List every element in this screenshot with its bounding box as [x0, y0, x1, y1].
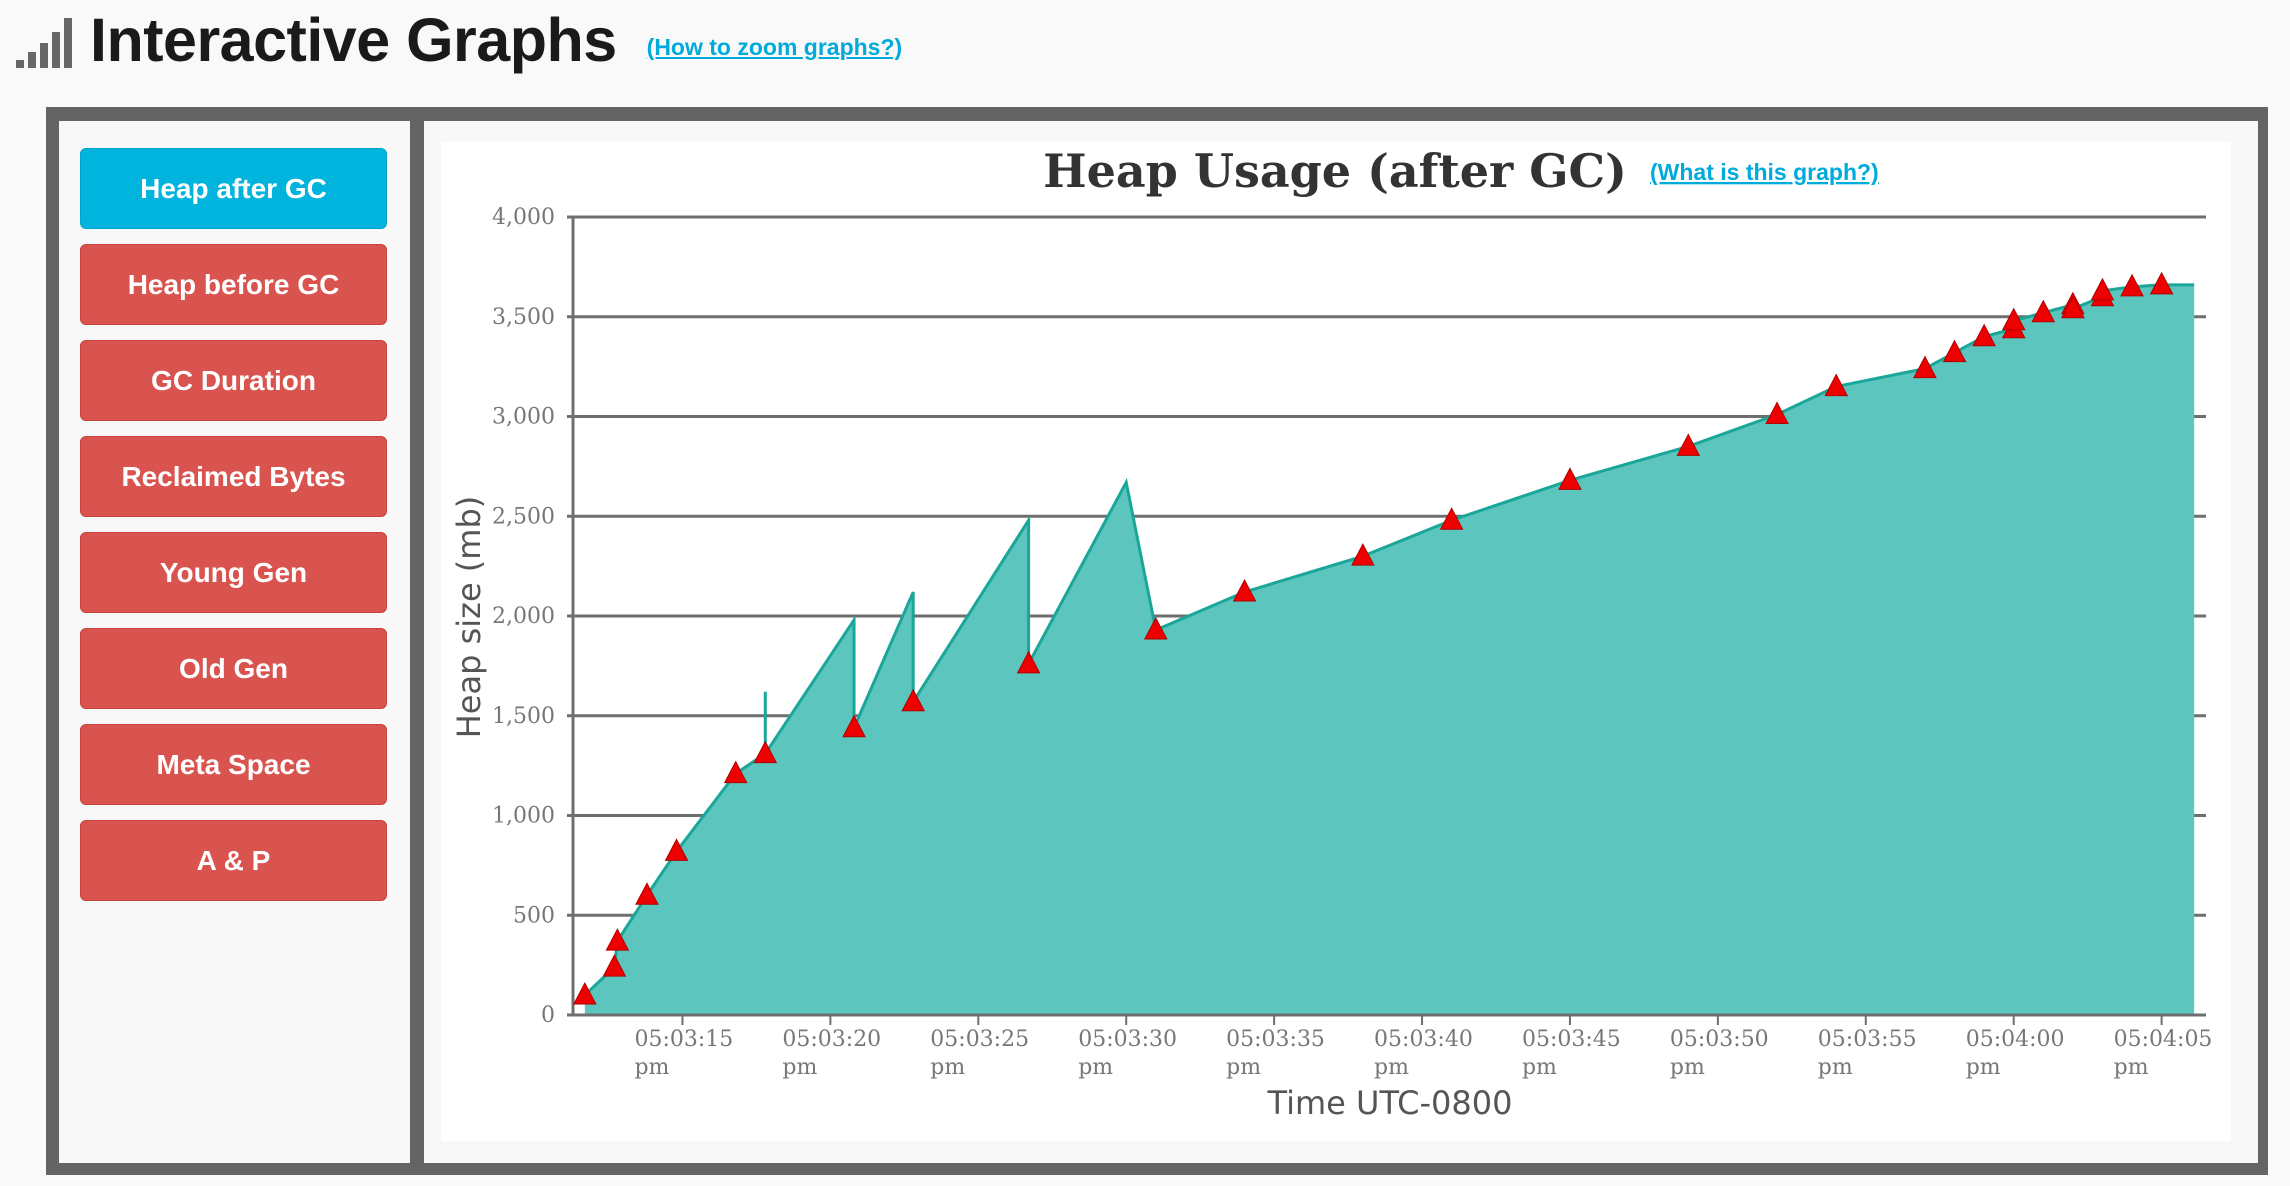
x-tick-label: 05:03:15 [634, 1027, 733, 1052]
x-tick-label: 05:03:50 [1670, 1027, 1769, 1052]
y-tick-label: 4,000 [492, 205, 555, 230]
x-tick-label: 05:03:30 [1078, 1027, 1177, 1052]
gc-marker [1143, 616, 1168, 640]
x-tick-label: 05:03:35 [1226, 1027, 1325, 1052]
heap-before-gc-button[interactable]: Heap before GC [80, 244, 387, 325]
y-tick-label: 1,500 [492, 704, 555, 729]
gc-marker [1232, 578, 1257, 602]
y-axis-ticks: 0 500 1,000 1,500 2,000 2,500 3,000 3,500 4,000 [492, 205, 555, 1028]
y-tick-label: 1,000 [492, 804, 555, 829]
gc-marker [1016, 650, 1041, 674]
y-tick-label: 500 [513, 903, 555, 928]
gc-marker [1676, 433, 1701, 456]
gc-marker [1942, 339, 1967, 363]
y-axis-label: Heap size (mb) [450, 496, 488, 739]
y-tick-label: 3,500 [492, 305, 555, 330]
x-tick-sublabel: pm [2114, 1055, 2149, 1080]
reclaimed-bytes-button[interactable]: Reclaimed Bytes [80, 436, 387, 517]
gc-marker [605, 928, 630, 951]
gc-marker [842, 714, 866, 738]
page-header: Interactive Graphs (How to zoom graphs?) [14, 0, 902, 80]
gc-event-markers [573, 271, 2174, 1005]
gc-marker [635, 882, 659, 905]
y-tick-label: 0 [541, 1003, 555, 1028]
gc-marker [573, 981, 597, 1005]
gc-marker [723, 760, 748, 784]
signal-bars-icon [16, 18, 72, 68]
x-tick-label: 05:04:05 [2114, 1027, 2213, 1052]
gc-marker [901, 688, 926, 712]
x-tick-sublabel: pm [1078, 1055, 1113, 1080]
x-tick-sublabel: pm [930, 1055, 965, 1080]
chart-title: Heap Usage (after GC) [1043, 144, 1627, 198]
gc-marker [1351, 543, 1375, 566]
heap-area-series [583, 283, 2195, 1016]
gc-marker [753, 740, 778, 764]
gc-marker [1972, 323, 1996, 347]
old-gen-button[interactable]: Old Gen [80, 628, 387, 709]
x-tick-sublabel: pm [1522, 1055, 1557, 1080]
gc-marker [2061, 295, 2085, 319]
x-axis-label: Time UTC-0800 [1267, 1084, 1513, 1122]
y-tick-label: 2,000 [492, 604, 555, 629]
graph-help-link[interactable]: (What is this graph?) [1650, 159, 1879, 185]
gc-marker [1439, 507, 1464, 530]
gc-marker [1824, 373, 1849, 397]
gc-marker [1558, 467, 1582, 490]
x-tick-label: 05:04:00 [1966, 1027, 2065, 1052]
x-axis-ticks: 05:03:15 pm 05:03:20 pm 05:03:25 pm 05:03:30 pm… [567, 1013, 2213, 1080]
x-tick-label: 05:03:25 [930, 1027, 1029, 1052]
heap-after-gc-button[interactable]: Heap after GC [80, 148, 387, 229]
x-tick-label: 05:03:55 [1818, 1027, 1917, 1052]
a-and-p-button[interactable]: A & P [80, 820, 387, 901]
x-tick-sublabel: pm [634, 1055, 669, 1080]
gc-marker [664, 838, 689, 861]
meta-space-button[interactable]: Meta Space [80, 724, 387, 805]
young-gen-button[interactable]: Young Gen [80, 532, 387, 613]
x-tick-sublabel: pm [1966, 1055, 2001, 1080]
y-tick-label: 3,000 [492, 405, 555, 430]
x-tick-label: 05:03:40 [1374, 1027, 1473, 1052]
x-tick-sublabel: pm [1226, 1055, 1261, 1080]
gc-marker [2149, 271, 2174, 295]
gc-marker [2090, 277, 2115, 301]
x-tick-sublabel: pm [1670, 1055, 1705, 1080]
x-tick-label: 05:03:20 [782, 1027, 881, 1052]
y-tick-label: 2,500 [492, 504, 555, 529]
gc-marker [602, 954, 627, 977]
page-title: Interactive Graphs [90, 6, 617, 74]
gc-marker [1913, 355, 1937, 379]
gc-marker [2001, 307, 2026, 331]
zoom-help-link[interactable]: (How to zoom graphs?) [646, 33, 903, 60]
gc-marker [2031, 299, 2056, 323]
gc-duration-button[interactable]: GC Duration [80, 340, 387, 421]
x-tick-sublabel: pm [1818, 1055, 1853, 1080]
x-tick-label: 05:03:45 [1522, 1027, 1621, 1052]
x-tick-sublabel: pm [782, 1055, 817, 1080]
heap-area-fill [584, 284, 2195, 1016]
gc-marker [2120, 273, 2144, 297]
gc-marker [1765, 401, 1789, 425]
x-tick-sublabel: pm [1374, 1055, 1409, 1080]
